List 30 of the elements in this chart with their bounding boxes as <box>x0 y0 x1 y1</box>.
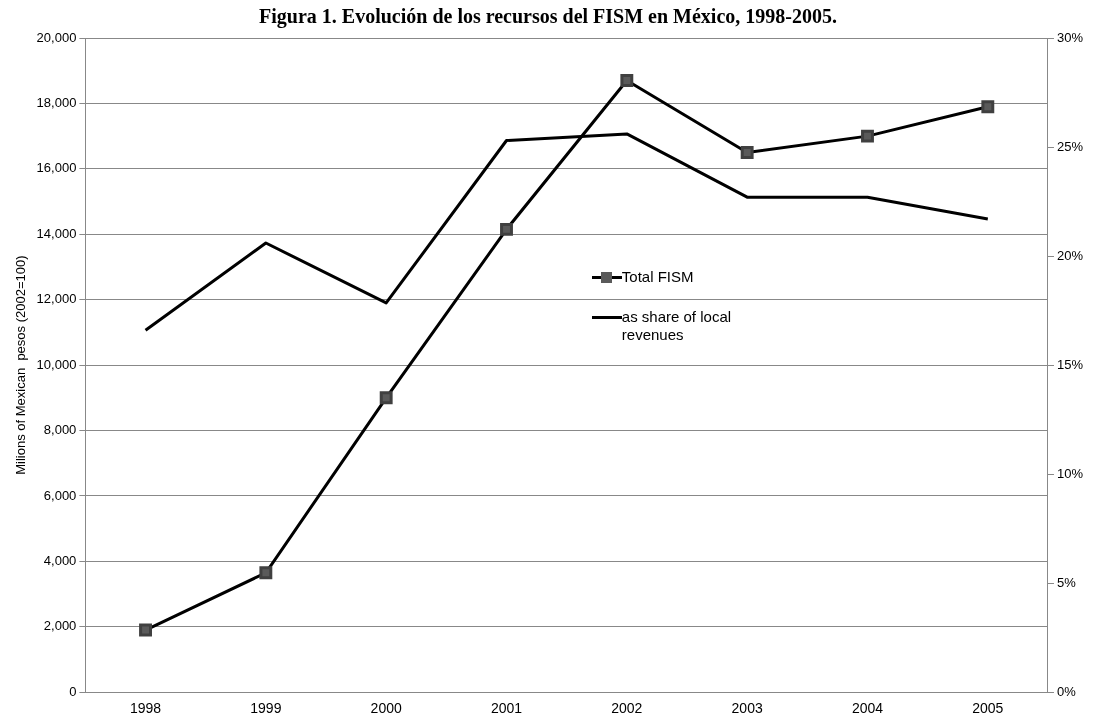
y2-tick-label: 0% <box>1056 683 1077 699</box>
x-tick-label: 2000 <box>370 700 402 717</box>
legend-label: Total FISM <box>621 268 694 287</box>
x-tick-label: 2002 <box>611 700 643 717</box>
y-tick-label: 2,000 <box>43 618 77 634</box>
x-tick-label: 2001 <box>490 700 523 717</box>
y2-tick-label: 5% <box>1056 574 1077 590</box>
chart-title: Figura 1. Evolución de los recursos del FISM en México, 1998-2005. <box>259 5 837 29</box>
x-tick-label: 1999 <box>250 700 282 717</box>
y-tick-label: 16,000 <box>36 160 77 176</box>
y-tick-label: 18,000 <box>36 95 77 110</box>
y-tick-label: 12,000 <box>36 291 77 307</box>
y-tick-label: 6,000 <box>43 487 77 503</box>
x-tick-label: 2003 <box>731 700 763 717</box>
y-tick-label: 14,000 <box>36 225 77 241</box>
y2-tick-label: 20% <box>1056 247 1084 263</box>
x-tick-label: 1998 <box>129 700 162 717</box>
x-tick-label: 2005 <box>972 700 1004 717</box>
y2-tick-label: 25% <box>1056 138 1084 154</box>
y-tick-label: 0 <box>69 683 77 699</box>
y-axis-title: Milions of Mexican pesos (2002=100) <box>13 255 29 475</box>
legend-label: as share of local revenues <box>621 308 733 345</box>
y-tick-label: 10,000 <box>36 356 77 372</box>
y2-tick-label: 10% <box>1056 465 1084 481</box>
y-tick-label: 4,000 <box>43 552 77 568</box>
y-tick-label: 20,000 <box>36 29 77 45</box>
y2-tick-label: 15% <box>1056 356 1084 372</box>
x-tick-label: 2004 <box>851 700 884 717</box>
y2-tick-label: 30% <box>1056 29 1084 45</box>
y-tick-label: 8,000 <box>43 422 77 438</box>
